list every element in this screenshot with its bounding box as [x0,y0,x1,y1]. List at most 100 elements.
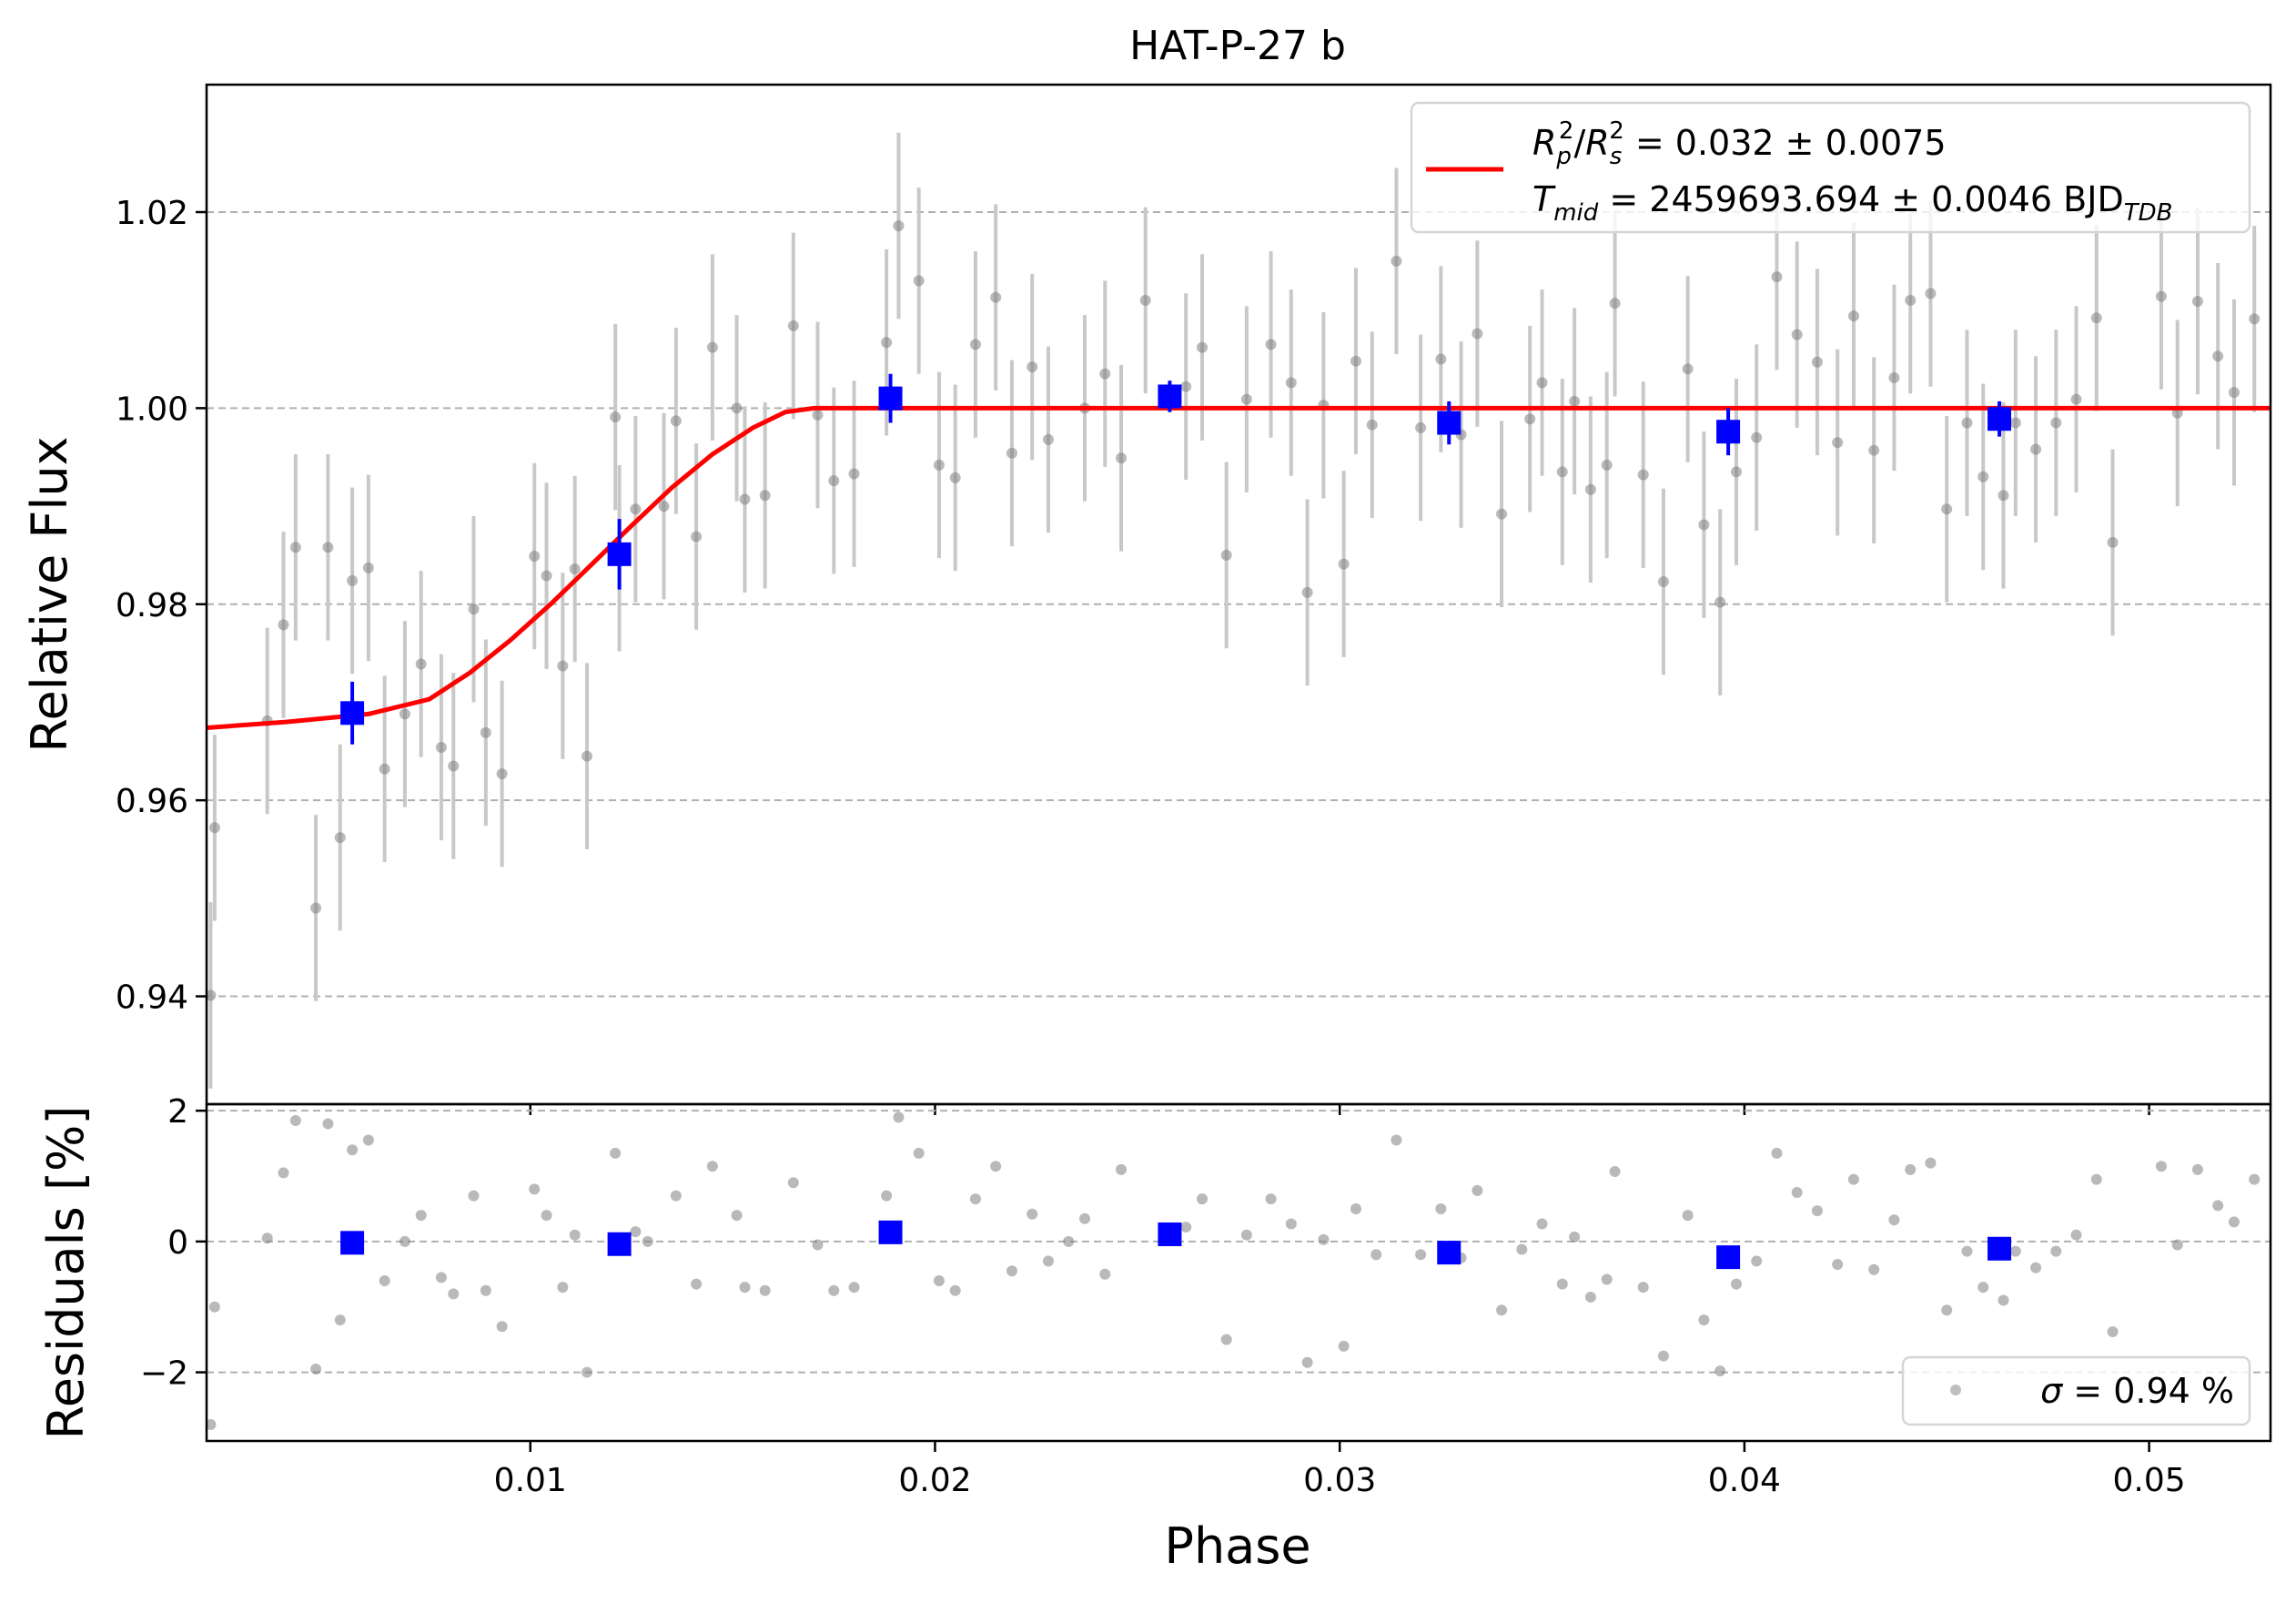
raw-data-point [759,1284,771,1296]
raw-data-point [1220,1334,1232,1345]
y-tick-label: 0.98 [116,587,188,624]
raw-data-point [2009,417,2021,429]
raw-data-point [2171,1239,2183,1251]
raw-data-point [1042,1255,1054,1267]
raw-data-point [949,472,961,483]
raw-data-point [1941,503,1953,515]
raw-data-point [541,1210,552,1222]
raw-data-point [496,768,508,780]
raw-data-point [1536,1218,1548,1230]
raw-data-point [1698,1314,1710,1326]
raw-data-point [828,1284,840,1296]
light-curve-y-axis-label: Relative Flux [21,436,78,752]
raw-data-point [881,1190,893,1202]
raw-data-point [1698,519,1710,531]
raw-data-point [2191,296,2203,307]
x-tick-label: 0.05 [2113,1462,2186,1499]
raw-data-point [848,1282,860,1294]
raw-data-point [322,542,334,553]
raw-data-point [1832,1259,1844,1271]
raw-data-point [278,1167,289,1179]
raw-data-point [1888,1214,1900,1226]
raw-data-point [1714,596,1726,608]
residuals-legend-marker [1950,1385,1961,1395]
raw-data-point [207,1419,217,1431]
raw-data-point [933,1274,945,1286]
raw-data-point [610,411,622,423]
raw-data-point [289,542,301,553]
raw-data-point [347,574,359,586]
raw-data-point [468,604,480,615]
raw-data-point [670,1190,682,1202]
y-tick-label: 0 [167,1224,188,1262]
raw-data-point [1196,1193,1208,1205]
raw-data-point [208,1301,220,1313]
raw-data-point [399,1235,410,1247]
raw-data-point [2030,1262,2042,1273]
raw-data-point [1265,339,1277,350]
raw-data-point [1027,1208,1038,1220]
raw-data-point [1657,1350,1669,1362]
raw-data-point [1079,1212,1091,1224]
raw-data-point [1811,356,1823,368]
raw-data-point [2212,350,2224,362]
raw-data-point [2090,1173,2102,1185]
raw-data-point [1472,328,1483,340]
raw-data-point [529,1183,541,1195]
raw-data-point [2090,312,2102,324]
raw-data-point [2107,1326,2119,1338]
raw-data-point [893,220,905,232]
residuals-legend: σ = 0.94 % [1901,1355,2251,1426]
raw-data-point [582,1366,593,1378]
raw-data-point [1391,1134,1402,1146]
raw-data-point [642,1235,653,1247]
raw-data-point [1751,431,1763,443]
raw-data-point [1847,1173,1859,1185]
y-tick-label: 0.94 [116,979,188,1017]
raw-data-point [1391,255,1402,267]
raw-data-point [496,1321,508,1333]
raw-data-point [2249,313,2261,325]
raw-data-point [969,1193,981,1205]
raw-data-point [448,760,460,772]
raw-data-point [1637,469,1649,481]
raw-data-point [969,339,981,350]
x-tick-label: 0.01 [494,1462,567,1499]
raw-data-point [1925,1157,1937,1169]
binned-data-point [607,1232,632,1256]
y-tick-label: 1.02 [116,195,188,232]
chart-title: HAT-P-27 b [1129,23,1346,69]
raw-data-point [1998,1294,2009,1306]
raw-data-point [1516,1243,1528,1255]
raw-data-point [1496,508,1508,520]
raw-data-point [569,1229,581,1241]
raw-data-point [379,1274,390,1286]
raw-data-point [1338,558,1350,570]
raw-data-point [1099,1268,1111,1280]
light-curve-binned-points [340,373,2012,745]
raw-data-point [379,763,390,775]
raw-data-point [541,570,552,582]
raw-data-point [990,291,1002,303]
y-tick-label: 2 [167,1093,188,1131]
raw-data-point [208,822,220,834]
raw-data-point [1905,1163,1917,1175]
raw-data-point [1496,1304,1508,1316]
x-axis-label: Phase [1164,1517,1310,1575]
raw-data-point [1888,372,1900,383]
raw-data-point [2070,393,2082,405]
binned-data-point [607,542,632,566]
residuals-y-ticks: −2 0 2 [140,1093,207,1393]
binned-data-point [1437,1241,1462,1265]
raw-data-point [347,1144,359,1156]
raw-data-point [2030,443,2042,455]
raw-data-point [812,1239,824,1251]
x-tick-label: 0.03 [1303,1462,1376,1499]
raw-data-point [1998,490,2009,502]
raw-data-point [582,750,593,762]
raw-data-point [1771,271,1783,283]
raw-data-point [1601,1273,1613,1285]
residuals-panel: −202 0.01 0.02 0.03 0.04 0.05 Residuals [%] … [37,1093,2272,1499]
raw-data-point [1868,1263,1880,1275]
raw-data-point [1116,1163,1128,1175]
